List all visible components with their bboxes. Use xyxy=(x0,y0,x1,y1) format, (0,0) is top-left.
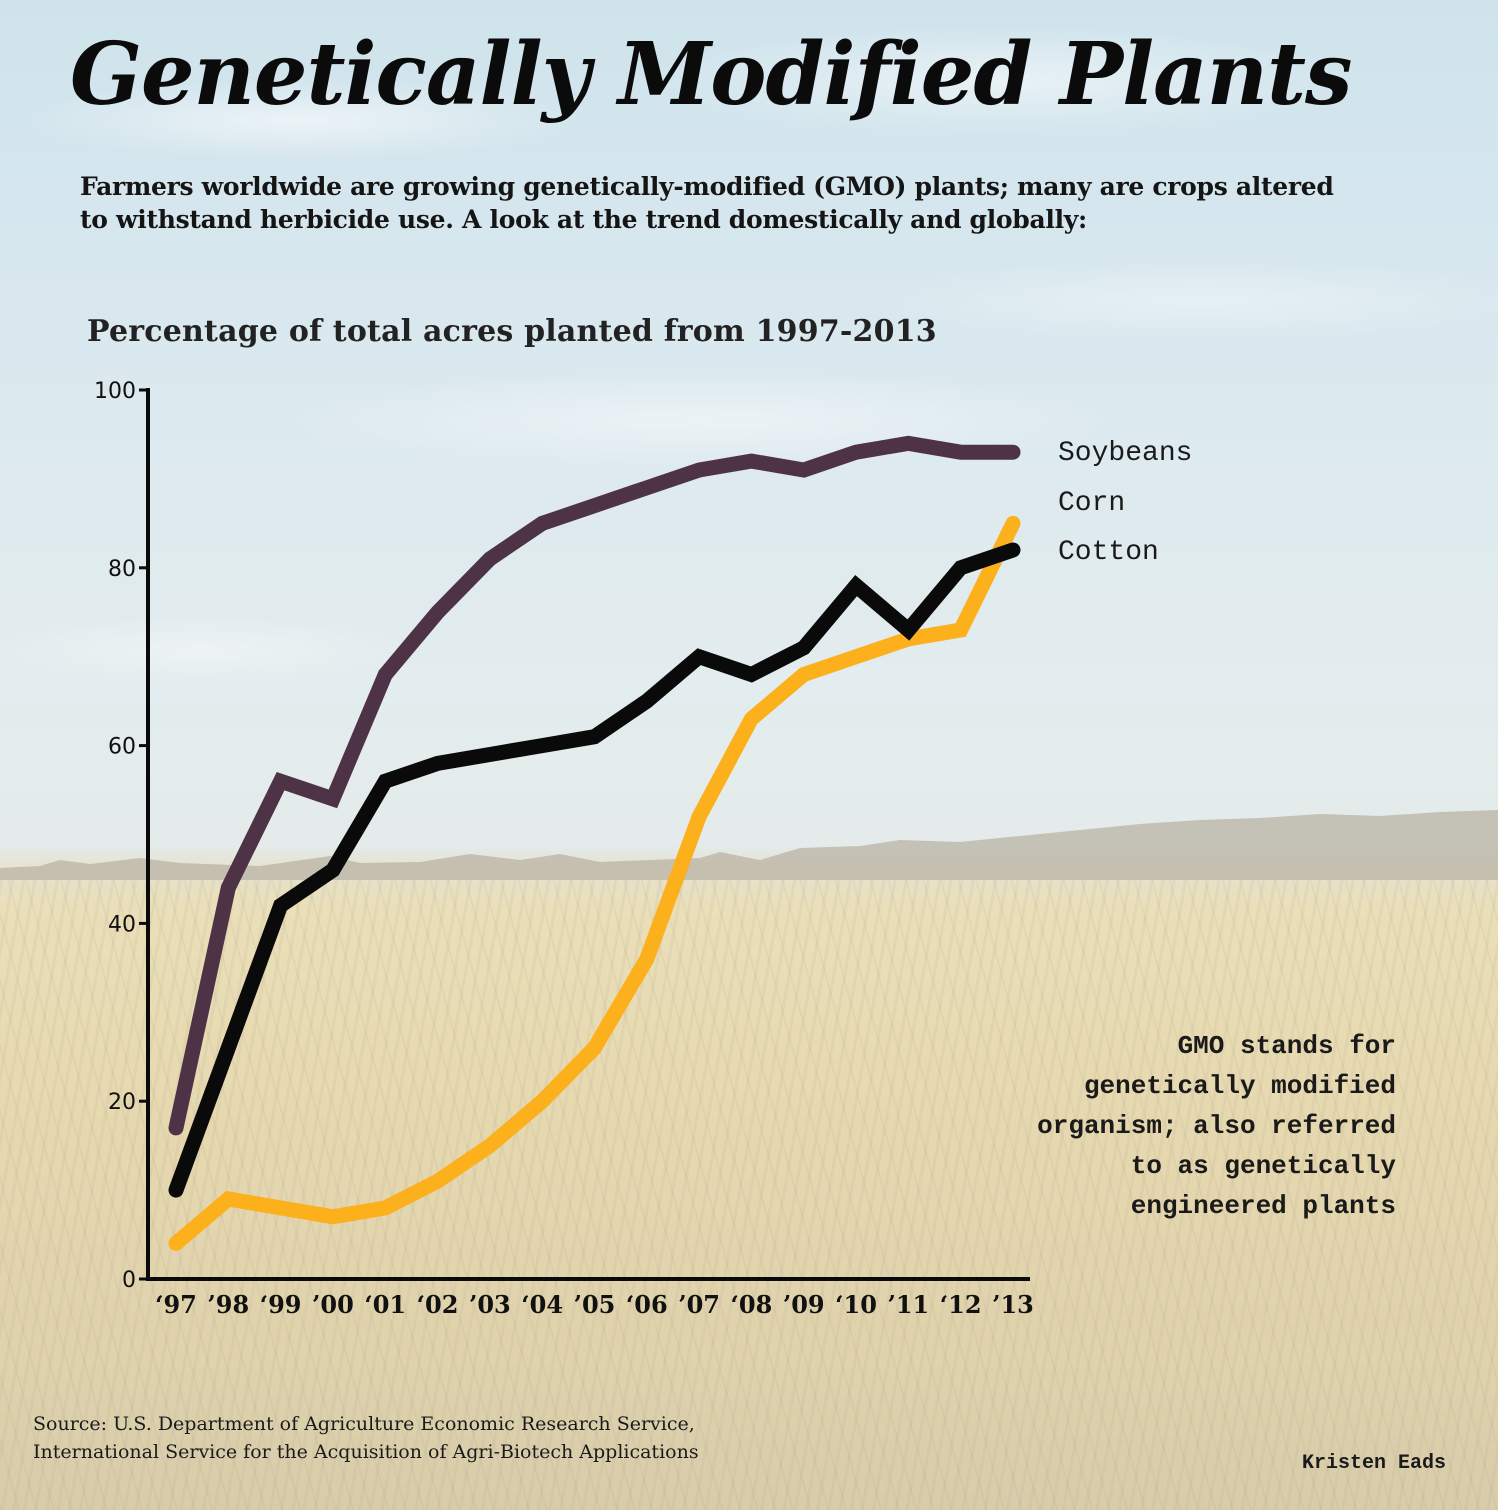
x-tick-label: ’03 xyxy=(469,1290,511,1319)
series-line-soybeans xyxy=(168,435,1021,1136)
legend-label-cotton: Cotton xyxy=(1058,537,1159,568)
x-tick-label: ‘02 xyxy=(417,1290,459,1319)
source-line: International Service for the Acquisitio… xyxy=(33,1441,699,1463)
y-tick-label: 60 xyxy=(108,735,136,760)
note-line: engineered plants xyxy=(1130,1191,1396,1221)
x-tick-label: ‘08 xyxy=(731,1290,773,1319)
note-line: to as genetically xyxy=(1130,1151,1396,1181)
source-line: Source: U.S. Department of Agriculture E… xyxy=(33,1413,695,1435)
x-tick-label: ’98 xyxy=(207,1290,249,1319)
y-tick-label: 40 xyxy=(108,912,136,937)
author-credit: Kristen Eads xyxy=(1301,1452,1446,1475)
x-tick-label: ‘12 xyxy=(940,1290,982,1319)
x-tick-label: ‘01 xyxy=(364,1290,406,1319)
x-tick-label: ‘04 xyxy=(521,1290,563,1319)
note-line: organism; also referred xyxy=(1037,1111,1396,1141)
chart-legend: Soybeans Corn Cotton xyxy=(1058,438,1192,568)
page-title: Genetically Modified Plants xyxy=(70,24,1353,125)
x-tick-label: ’05 xyxy=(574,1290,616,1319)
page-subtitle: Farmers worldwide are growing geneticall… xyxy=(80,172,1334,234)
x-tick-label: ‘97 xyxy=(155,1290,197,1319)
x-tick-label: ’11 xyxy=(887,1290,929,1319)
legend-label-corn: Corn xyxy=(1058,488,1125,519)
chart-series xyxy=(168,435,1021,1251)
x-tick-label: ‘99 xyxy=(260,1290,302,1319)
chart-title: Percentage of total acres planted from 1… xyxy=(87,314,937,349)
y-tick-label: 100 xyxy=(94,379,136,404)
x-tick-label: ‘10 xyxy=(835,1290,877,1319)
note-line: genetically modified xyxy=(1083,1071,1396,1101)
x-tick-label: ’07 xyxy=(678,1290,720,1319)
y-tick-label: 20 xyxy=(108,1090,136,1115)
chart-axes: 0 20 40 60 80 100 ‘97 ’98 ‘99 ’00 ‘01 ‘02 ’03 ‘04 ’05 ‘… xyxy=(94,379,1034,1319)
background-treeline xyxy=(0,810,1498,880)
x-tick-label: ‘06 xyxy=(626,1290,668,1319)
y-tick-label: 80 xyxy=(108,557,136,582)
y-tick-label: 0 xyxy=(122,1268,136,1293)
x-tick-label: ’09 xyxy=(783,1290,825,1319)
legend-label-soybeans: Soybeans xyxy=(1058,438,1192,469)
x-tick-label: ’13 xyxy=(992,1290,1034,1319)
source-credit: Source: U.S. Department of Agriculture E… xyxy=(33,1410,699,1466)
note-line: GMO stands for xyxy=(1177,1031,1396,1061)
gmo-definition-note: GMO stands for genetically modified orga… xyxy=(976,1026,1396,1226)
x-tick-label: ’00 xyxy=(312,1290,354,1319)
